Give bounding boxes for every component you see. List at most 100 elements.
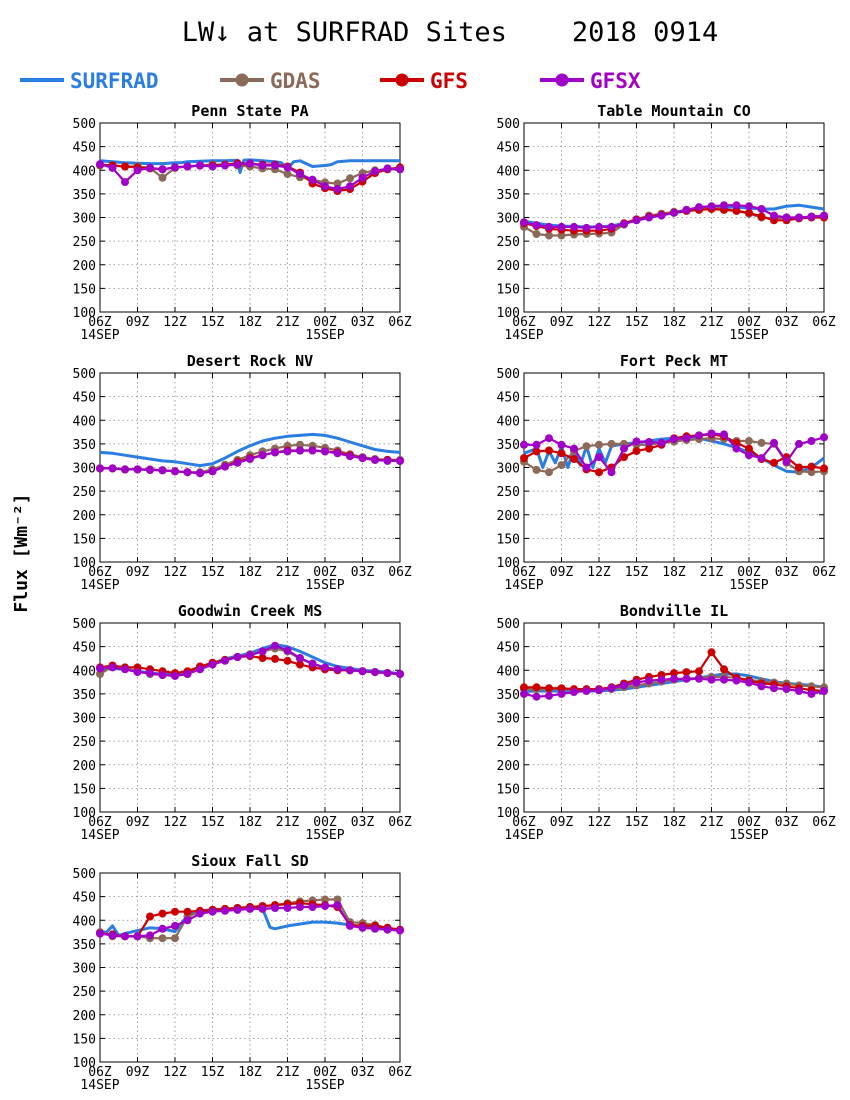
- x-tick-label: 15Z: [625, 565, 649, 580]
- data-point-gfsx: [371, 668, 379, 677]
- y-tick-label: 400: [497, 164, 520, 179]
- y-tick-label: 100: [73, 1056, 96, 1071]
- y-tick-label: 500: [497, 117, 520, 132]
- data-point-gfsx: [770, 438, 778, 447]
- data-point-gfsx: [545, 691, 553, 700]
- data-point-gfs: [570, 455, 578, 463]
- y-tick-label: 500: [73, 117, 96, 132]
- data-point-gdas: [532, 465, 541, 474]
- data-point-gfsx: [396, 926, 404, 935]
- data-point-gdas: [807, 468, 816, 477]
- data-point-gfsx: [582, 223, 591, 232]
- x-date-label: 14SEP: [504, 828, 543, 843]
- x-tick-label: 21Z: [276, 565, 300, 580]
- data-point-gfsx: [271, 641, 279, 650]
- data-point-gfsx: [745, 451, 753, 460]
- x-tick-label: 06Z: [388, 815, 412, 830]
- y-tick-label: 350: [497, 188, 520, 203]
- data-point-gfsx: [296, 446, 304, 455]
- data-point-gfsx: [657, 211, 666, 220]
- data-point-gfsx: [757, 682, 766, 691]
- data-point-gfsx: [807, 437, 816, 445]
- data-point-gfsx: [108, 163, 117, 172]
- y-tick-label: 150: [497, 282, 520, 297]
- data-point-gdas: [158, 934, 167, 943]
- series-gdas: [96, 644, 404, 680]
- data-point-gfsx: [545, 434, 553, 443]
- x-tick-label: 18Z: [238, 815, 262, 830]
- data-point-gfsx: [720, 675, 728, 684]
- data-point-gfs: [557, 684, 566, 693]
- data-point-gfs: [158, 909, 167, 918]
- y-tick-label: 300: [73, 712, 96, 727]
- data-point-gfsx: [183, 468, 192, 477]
- chart-panels: Penn State PA 100 150 200 250 300 350 400 450 500…: [73, 102, 836, 1093]
- data-point-gfsx: [183, 670, 192, 678]
- data-point-gfs: [271, 654, 279, 663]
- y-tick-label: 100: [73, 306, 96, 321]
- x-date-label: 14SEP: [80, 328, 119, 343]
- panel-grid: [524, 623, 824, 812]
- data-point-gdas: [283, 170, 292, 178]
- x-tick-label: 09Z: [126, 1065, 150, 1080]
- panel-title: Sioux Fall SD: [191, 852, 308, 870]
- data-point-gfsx: [121, 932, 129, 941]
- x-date-label: 14SEP: [80, 578, 119, 593]
- series-line-surfrad: [99, 432, 401, 468]
- data-point-gfsx: [720, 430, 728, 439]
- legend-label-gfsx: GFSX: [590, 69, 641, 93]
- data-point-gfsx: [221, 906, 229, 915]
- data-point-gdas: [545, 231, 553, 240]
- x-tick-label: 06Z: [388, 315, 412, 330]
- y-axis-label: Flux [Wm⁻²]: [11, 493, 32, 612]
- data-point-gfsx: [183, 916, 192, 925]
- data-point-gfsx: [258, 161, 267, 170]
- data-point-gfs: [795, 463, 803, 472]
- x-tick-label: 06Z: [88, 815, 112, 830]
- data-point-gfsx: [520, 218, 528, 227]
- data-point-gfsx: [383, 456, 392, 465]
- data-point-gfsx: [308, 659, 317, 668]
- y-tick-label: 200: [497, 509, 520, 524]
- data-point-gfsx: [308, 446, 317, 455]
- y-tick-label: 300: [497, 212, 520, 227]
- data-point-gfsx: [333, 449, 342, 458]
- data-point-gfsx: [396, 456, 404, 465]
- y-tick-label: 350: [73, 938, 96, 953]
- x-tick-label: 15Z: [201, 1065, 225, 1080]
- y-tick-label: 350: [497, 438, 520, 453]
- panel-penn-state-pa: Penn State PA 100 150 200 250 300 350 400 450 500…: [73, 102, 412, 343]
- legend-marker-gfs: [395, 73, 409, 87]
- data-point-gfsx: [296, 903, 304, 911]
- data-point-gfsx: [670, 208, 678, 217]
- data-point-gfsx: [258, 451, 267, 460]
- x-tick-label: 06Z: [388, 1065, 412, 1080]
- data-point-gfsx: [208, 467, 217, 476]
- x-tick-label: 12Z: [163, 1065, 187, 1080]
- y-tick-label: 250: [73, 485, 96, 500]
- data-point-gfsx: [770, 211, 778, 220]
- y-tick-label: 250: [73, 235, 96, 250]
- data-point-gfsx: [645, 438, 653, 446]
- data-point-gfsx: [707, 429, 716, 438]
- data-point-gfsx: [670, 674, 678, 683]
- data-point-gfs: [557, 449, 566, 458]
- data-point-gfs: [595, 468, 603, 477]
- y-tick-label: 350: [73, 438, 96, 453]
- x-tick-label: 00Z: [313, 565, 337, 580]
- x-tick-label: 21Z: [700, 315, 724, 330]
- data-point-gfsx: [233, 905, 242, 914]
- x-tick-label: 00Z: [313, 815, 337, 830]
- x-tick-label: 09Z: [126, 565, 150, 580]
- data-point-gfs: [807, 462, 816, 471]
- data-point-gfsx: [695, 431, 703, 440]
- data-point-gfs: [532, 447, 541, 456]
- data-point-gdas: [582, 442, 591, 451]
- data-point-gfsx: [346, 921, 354, 930]
- data-point-gdas: [557, 461, 566, 470]
- data-point-gfsx: [757, 454, 766, 463]
- x-tick-label: 06Z: [88, 565, 112, 580]
- x-date-label: 14SEP: [80, 1078, 119, 1093]
- data-point-gfsx: [532, 221, 541, 230]
- data-point-gfsx: [346, 182, 354, 191]
